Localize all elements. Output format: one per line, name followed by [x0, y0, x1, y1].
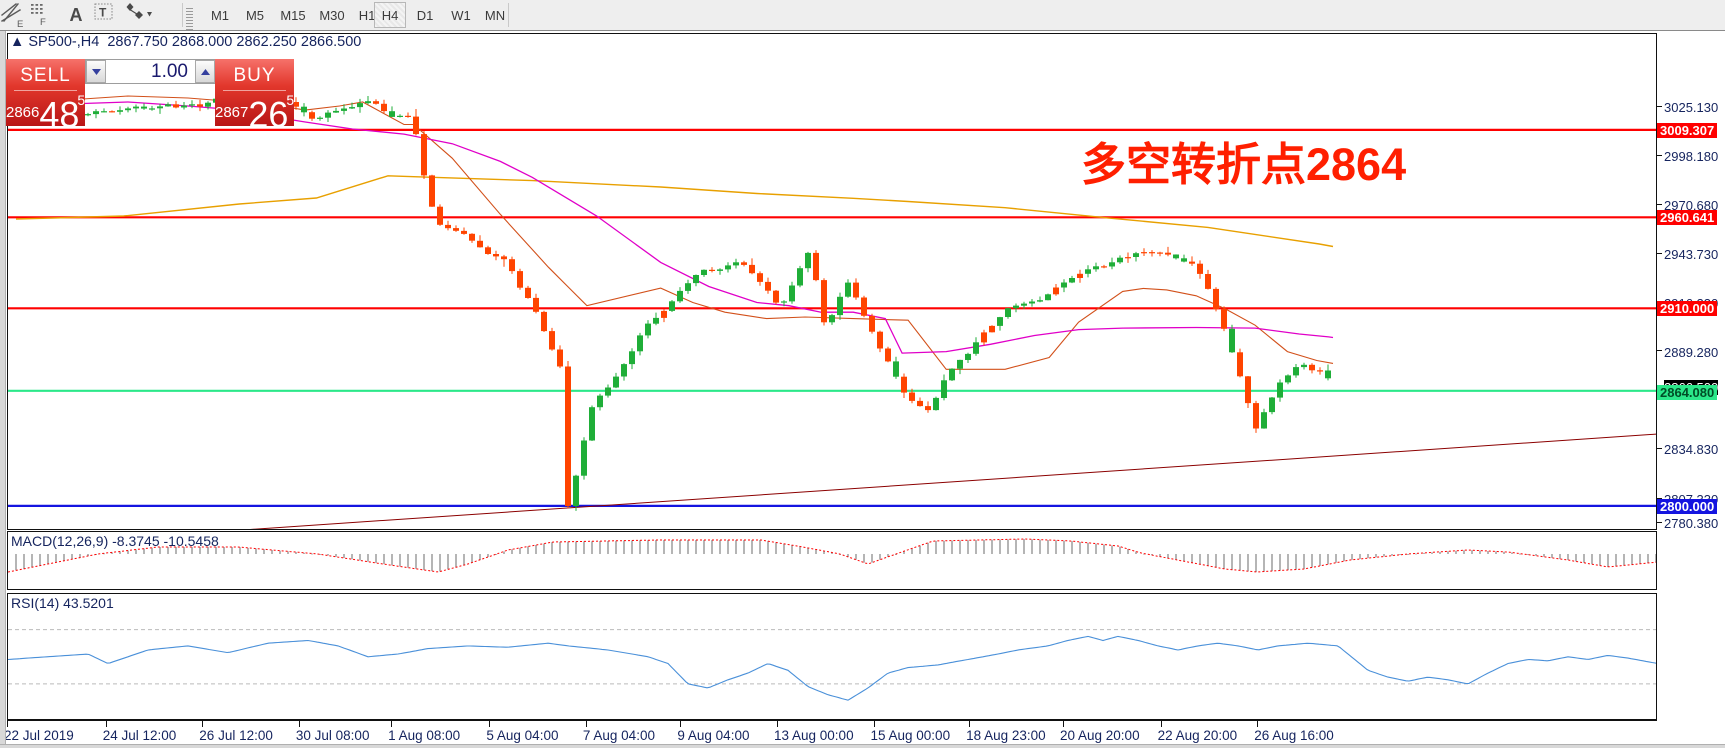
svg-text:F: F — [40, 17, 46, 28]
svg-text:E: E — [17, 19, 23, 29]
svg-text:T: T — [99, 6, 107, 20]
